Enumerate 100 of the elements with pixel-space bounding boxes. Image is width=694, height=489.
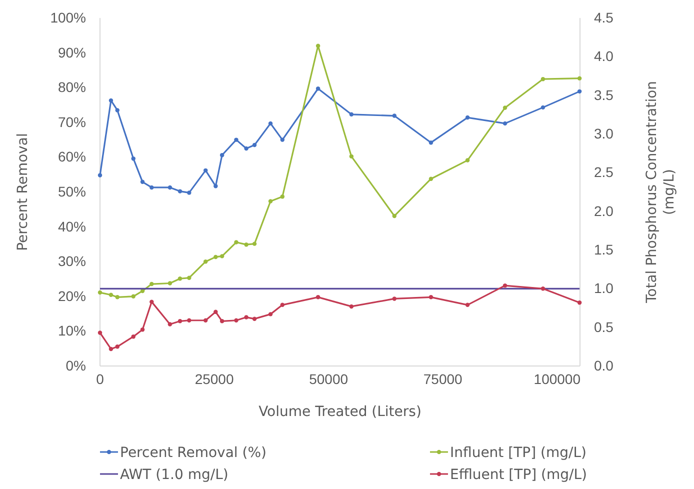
point bbox=[465, 115, 470, 120]
point bbox=[108, 346, 114, 352]
point bbox=[140, 328, 145, 332]
y2-tick-label: 3.0 bbox=[594, 125, 614, 142]
point bbox=[234, 138, 238, 142]
point bbox=[187, 276, 192, 280]
y-tick-label: 20% bbox=[58, 288, 86, 304]
x-tick-label: 100000 bbox=[534, 370, 581, 387]
point bbox=[115, 295, 120, 300]
point bbox=[465, 158, 470, 162]
y2-tick-label: 0.0 bbox=[594, 357, 614, 374]
point bbox=[252, 316, 257, 321]
point bbox=[214, 254, 218, 260]
point bbox=[187, 318, 192, 322]
y2-tick-label: 2.5 bbox=[594, 164, 614, 180]
y2-tick-label: 0.5 bbox=[594, 318, 614, 335]
point bbox=[234, 240, 238, 244]
y2-tick-label: 1.5 bbox=[594, 241, 614, 258]
point bbox=[392, 296, 397, 301]
point bbox=[150, 282, 154, 286]
point bbox=[203, 259, 208, 264]
point bbox=[502, 121, 508, 126]
y-tick-label: 40% bbox=[58, 218, 86, 234]
y-tick-label: 30% bbox=[58, 253, 86, 270]
point bbox=[168, 322, 172, 326]
y-tick-label: 0% bbox=[66, 357, 86, 374]
point bbox=[280, 302, 285, 308]
point bbox=[268, 199, 273, 204]
point bbox=[203, 168, 208, 173]
y-tick-label: 80% bbox=[58, 79, 86, 96]
point bbox=[349, 112, 354, 117]
y2-tick-label: 4.0 bbox=[594, 48, 614, 64]
point bbox=[108, 98, 114, 103]
point bbox=[220, 319, 224, 324]
point bbox=[115, 344, 120, 349]
point bbox=[577, 89, 582, 94]
y-tick-label: 70% bbox=[58, 114, 86, 130]
point bbox=[392, 214, 397, 218]
y-tick-label: 10% bbox=[58, 322, 86, 339]
point bbox=[98, 173, 102, 178]
x-tick-label: 0 bbox=[96, 370, 104, 387]
x-tick-label: 50000 bbox=[309, 370, 348, 387]
point bbox=[540, 76, 546, 82]
y2-tick-label: 4.5 bbox=[594, 9, 614, 26]
x-tick-label: 25000 bbox=[194, 370, 234, 387]
point bbox=[178, 189, 182, 194]
point bbox=[140, 180, 145, 184]
point bbox=[244, 146, 248, 151]
point bbox=[577, 76, 582, 80]
x-axis-title: Volume Treated (Liters) bbox=[258, 404, 422, 420]
x-tick-label: 75000 bbox=[423, 370, 463, 387]
y-tick-label: 90% bbox=[58, 44, 86, 60]
point bbox=[268, 121, 273, 126]
point bbox=[214, 184, 218, 188]
point bbox=[115, 108, 120, 112]
y-tick-label: 100% bbox=[50, 9, 86, 26]
y2-tick-label: 1.0 bbox=[594, 280, 614, 296]
y-axis-title: Percent Removal bbox=[15, 133, 31, 251]
point bbox=[187, 190, 192, 195]
point bbox=[131, 334, 136, 339]
y2-axis-title: Total Phosphorus Concentration (mg/L) bbox=[644, 80, 678, 304]
point bbox=[178, 276, 182, 281]
point bbox=[316, 295, 320, 300]
point bbox=[252, 142, 257, 148]
point bbox=[428, 140, 434, 145]
point bbox=[502, 283, 508, 288]
legend-label: Influent [TP] (mg/L) bbox=[450, 445, 586, 461]
point bbox=[150, 185, 154, 190]
legend-label: Percent Removal (%) bbox=[120, 445, 266, 461]
point bbox=[108, 292, 114, 297]
point bbox=[349, 304, 354, 309]
point bbox=[428, 295, 434, 300]
y-tick-label: 60% bbox=[58, 148, 86, 165]
point bbox=[131, 156, 136, 161]
point bbox=[349, 154, 354, 159]
y-tick-label: 50% bbox=[58, 183, 86, 200]
point bbox=[316, 86, 320, 91]
point bbox=[168, 185, 172, 190]
point bbox=[268, 312, 273, 316]
legend-label: Effluent [TP] (mg/L) bbox=[450, 467, 588, 483]
point bbox=[244, 242, 248, 247]
point bbox=[98, 330, 102, 335]
point bbox=[220, 254, 224, 258]
y2-tick-label: 2.0 bbox=[594, 202, 614, 219]
point bbox=[150, 300, 154, 304]
point bbox=[465, 302, 470, 308]
point bbox=[214, 310, 218, 314]
point bbox=[502, 106, 508, 110]
point bbox=[131, 294, 136, 299]
point bbox=[280, 194, 285, 199]
point bbox=[98, 290, 102, 295]
point bbox=[428, 176, 434, 181]
y2-tick-label: 3.5 bbox=[594, 86, 614, 103]
point bbox=[392, 114, 397, 118]
point bbox=[234, 318, 238, 322]
point bbox=[540, 286, 546, 291]
legend-label: AWT (1.0 mg/L) bbox=[120, 467, 228, 483]
point bbox=[168, 281, 172, 286]
point bbox=[280, 138, 285, 142]
point bbox=[178, 319, 182, 324]
